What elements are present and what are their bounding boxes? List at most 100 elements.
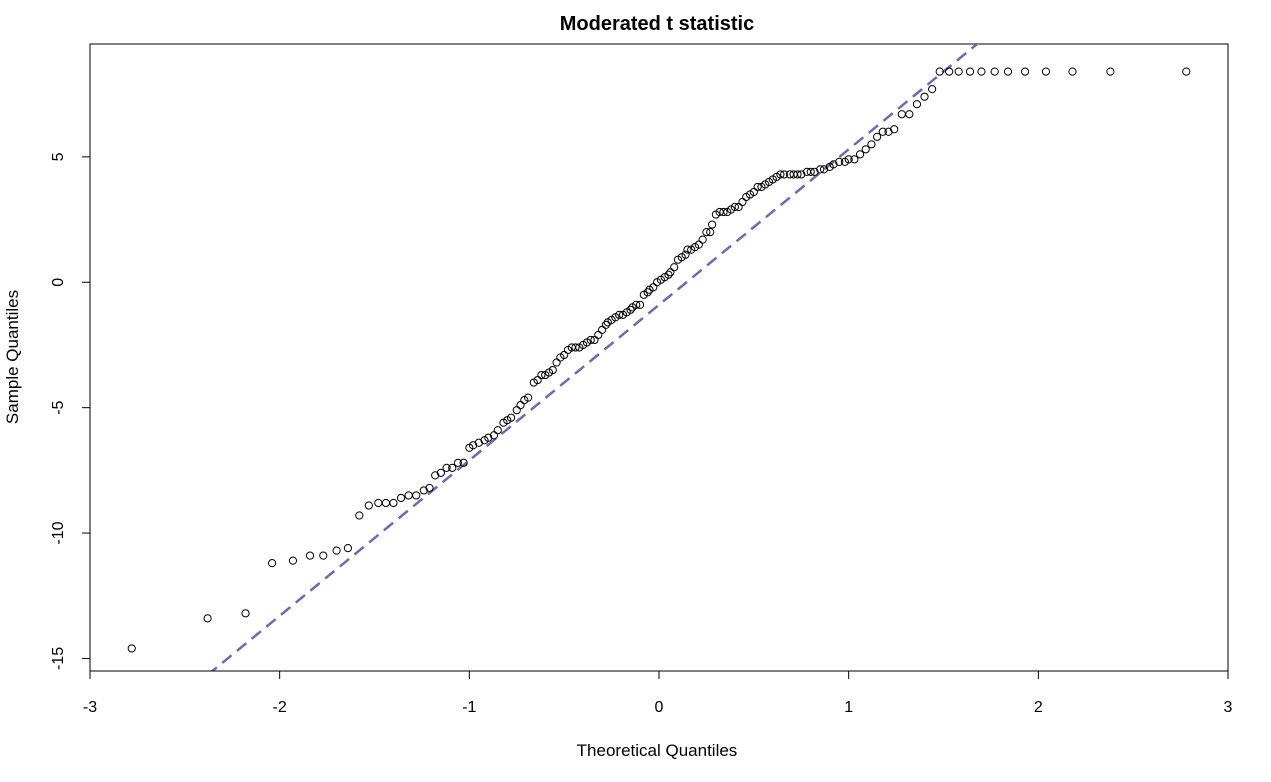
data-point — [1003, 67, 1013, 76]
data-point — [816, 165, 825, 174]
x-tick-label: 1 — [844, 699, 853, 716]
data-point — [453, 458, 463, 467]
data-point — [396, 493, 406, 503]
data-point — [844, 155, 853, 164]
data-point — [355, 511, 364, 520]
y-axis-label: Sample Quantiles — [3, 290, 22, 424]
data-point — [436, 468, 445, 477]
data-point — [730, 202, 739, 212]
data-point — [594, 330, 603, 340]
data-point — [332, 546, 341, 555]
data-point — [381, 498, 390, 508]
data-point — [442, 463, 451, 472]
data-point — [945, 67, 954, 76]
data-point — [861, 145, 870, 154]
data-point — [664, 270, 673, 279]
data-point — [935, 67, 944, 76]
data-point — [776, 170, 785, 179]
chart-title: Moderated t statistic — [560, 13, 754, 35]
data-point — [977, 67, 986, 76]
data-point — [683, 245, 692, 254]
data-point — [448, 463, 457, 472]
data-point — [905, 110, 914, 119]
data-point — [1041, 67, 1051, 76]
data-point — [681, 250, 690, 259]
data-point — [319, 551, 328, 560]
data-point — [364, 501, 373, 510]
data-point — [897, 110, 906, 119]
data-point — [793, 170, 802, 179]
x-tick-label: -1 — [462, 699, 476, 716]
data-point — [506, 413, 516, 422]
data-point — [288, 556, 298, 565]
reference-line-layer — [210, 44, 980, 671]
data-point — [389, 498, 398, 508]
data-point — [431, 471, 440, 480]
x-axis-label: Theoretical Quantiles — [577, 741, 738, 760]
data-point — [459, 458, 468, 467]
x-tick-label: -3 — [83, 699, 97, 716]
data-point — [626, 305, 635, 314]
data-point — [1068, 67, 1077, 76]
data-point — [873, 132, 882, 141]
data-point — [819, 165, 829, 174]
x-tick-label: 2 — [1034, 699, 1043, 716]
data-point — [267, 559, 277, 568]
data-point — [738, 197, 747, 207]
data-point — [912, 100, 922, 109]
data-point — [1182, 67, 1191, 76]
data-point — [753, 182, 762, 192]
data-point — [469, 441, 478, 450]
data-point — [404, 491, 413, 500]
y-tick-label: 0 — [50, 278, 67, 287]
data-point — [552, 358, 561, 367]
data-point — [990, 67, 999, 76]
data-point — [884, 127, 893, 136]
x-tick-label: 3 — [1224, 699, 1233, 716]
data-point — [474, 438, 483, 447]
data-point — [719, 207, 728, 217]
data-point — [241, 609, 250, 618]
data-point — [928, 85, 937, 94]
data-point — [516, 401, 525, 410]
data-point — [806, 167, 815, 177]
y-tick-label: -10 — [50, 521, 67, 544]
data-point — [571, 343, 580, 352]
data-point — [343, 544, 353, 553]
data-point — [878, 127, 887, 136]
x-tick-label: -2 — [273, 699, 287, 716]
data-point — [635, 300, 645, 309]
data-point — [586, 335, 595, 345]
data-point — [601, 320, 610, 329]
data-point — [305, 551, 315, 560]
data-point — [425, 483, 434, 493]
data-point — [920, 92, 929, 101]
data-point — [484, 433, 493, 442]
y-axis: -15 -10 -5 0 5 — [50, 152, 91, 670]
data-point — [965, 67, 975, 76]
data-point — [954, 67, 963, 76]
data-point — [850, 155, 859, 164]
data-point — [419, 486, 428, 495]
reference-line — [210, 44, 980, 671]
data-point — [493, 426, 502, 435]
plot-frame — [89, 43, 1229, 672]
data-point — [548, 365, 557, 375]
data-point — [829, 160, 838, 169]
x-tick-label: 0 — [655, 699, 664, 716]
data-point — [524, 393, 533, 402]
y-tick-label: -15 — [50, 647, 67, 670]
data-point — [702, 228, 711, 237]
data-point — [835, 157, 844, 166]
data-point — [598, 325, 607, 335]
data-point — [203, 614, 212, 623]
x-axis: -3 -2 -1 0 1 2 3 — [83, 670, 1233, 716]
data-point — [698, 235, 707, 244]
data-point — [890, 125, 899, 134]
data-point — [855, 150, 865, 159]
data-point — [1106, 67, 1115, 76]
data-point — [708, 220, 717, 229]
data-point — [706, 228, 715, 237]
data-points — [127, 67, 1191, 653]
